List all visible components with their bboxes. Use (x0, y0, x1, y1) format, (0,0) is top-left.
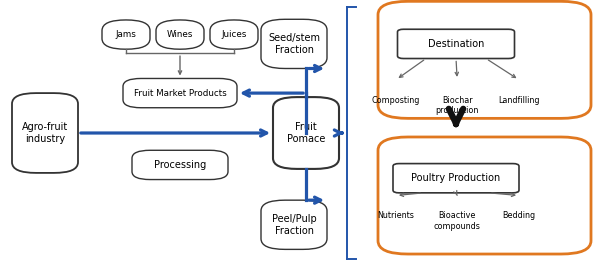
Text: Seed/stem
Fraction: Seed/stem Fraction (268, 33, 320, 55)
Text: Bioactive
compounds: Bioactive compounds (434, 211, 481, 231)
Text: Fruit
Pomace: Fruit Pomace (287, 122, 325, 144)
Text: Jams: Jams (116, 30, 136, 39)
FancyBboxPatch shape (261, 19, 327, 69)
Text: Landfilling: Landfilling (498, 96, 540, 105)
Text: Fruit Market Products: Fruit Market Products (134, 89, 226, 98)
Text: Agro-fruit
industry: Agro-fruit industry (22, 122, 68, 144)
FancyBboxPatch shape (273, 97, 339, 169)
FancyBboxPatch shape (102, 20, 150, 49)
FancyBboxPatch shape (210, 20, 258, 49)
Text: Juices: Juices (221, 30, 247, 39)
FancyBboxPatch shape (378, 137, 591, 254)
Text: Peel/Pulp
Fraction: Peel/Pulp Fraction (272, 214, 316, 236)
FancyBboxPatch shape (12, 93, 78, 173)
FancyBboxPatch shape (378, 1, 591, 118)
Text: Processing: Processing (154, 160, 206, 170)
Text: Bedding: Bedding (502, 211, 536, 221)
Text: Nutrients: Nutrients (377, 211, 415, 221)
FancyBboxPatch shape (156, 20, 204, 49)
FancyBboxPatch shape (398, 29, 515, 59)
FancyBboxPatch shape (123, 78, 237, 108)
Text: Poultry Production: Poultry Production (412, 173, 500, 183)
FancyBboxPatch shape (261, 200, 327, 250)
Text: Composting: Composting (372, 96, 420, 105)
FancyBboxPatch shape (132, 150, 228, 180)
Text: Biochar
production: Biochar production (436, 96, 479, 115)
Text: Wines: Wines (167, 30, 193, 39)
Text: Destination: Destination (428, 39, 484, 49)
FancyBboxPatch shape (393, 164, 519, 193)
